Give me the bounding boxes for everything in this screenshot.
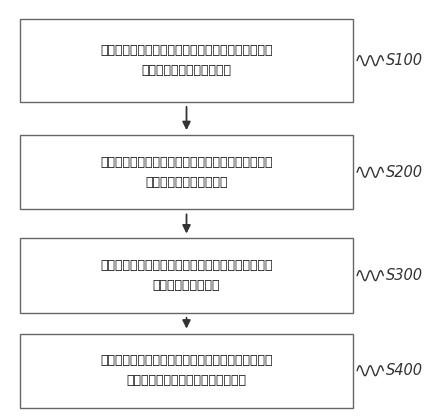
Text: S200: S200 [385,165,423,180]
Text: 对所述空调器的目标功率进行计算处理，得到与所述
目标功率对应的目标面积: 对所述空调器的目标功率进行计算处理，得到与所述 目标功率对应的目标面积 [100,156,273,189]
Text: 在由所述太阳能光伏板对所述空调器供电的情况下，
获取所述空调器的目标功率: 在由所述太阳能光伏板对所述空调器供电的情况下， 获取所述空调器的目标功率 [100,44,273,77]
Bar [20,135,353,210]
Text: S100: S100 [385,53,423,68]
Bar [20,238,353,313]
Text: S300: S300 [385,268,423,283]
Bar [20,19,353,102]
Text: 对所述预设数量的所述太阳能光伏板的截面面积进行
计算，得到供电面积: 对所述预设数量的所述太阳能光伏板的截面面积进行 计算，得到供电面积 [100,259,273,292]
Bar [20,334,353,408]
Text: 根据所述目标面积和所述供电面积，控制所述太阳能
光伏板对所述空调器供电的输入功率: 根据所述目标面积和所述供电面积，控制所述太阳能 光伏板对所述空调器供电的输入功率 [100,354,273,387]
Text: S400: S400 [385,363,423,378]
